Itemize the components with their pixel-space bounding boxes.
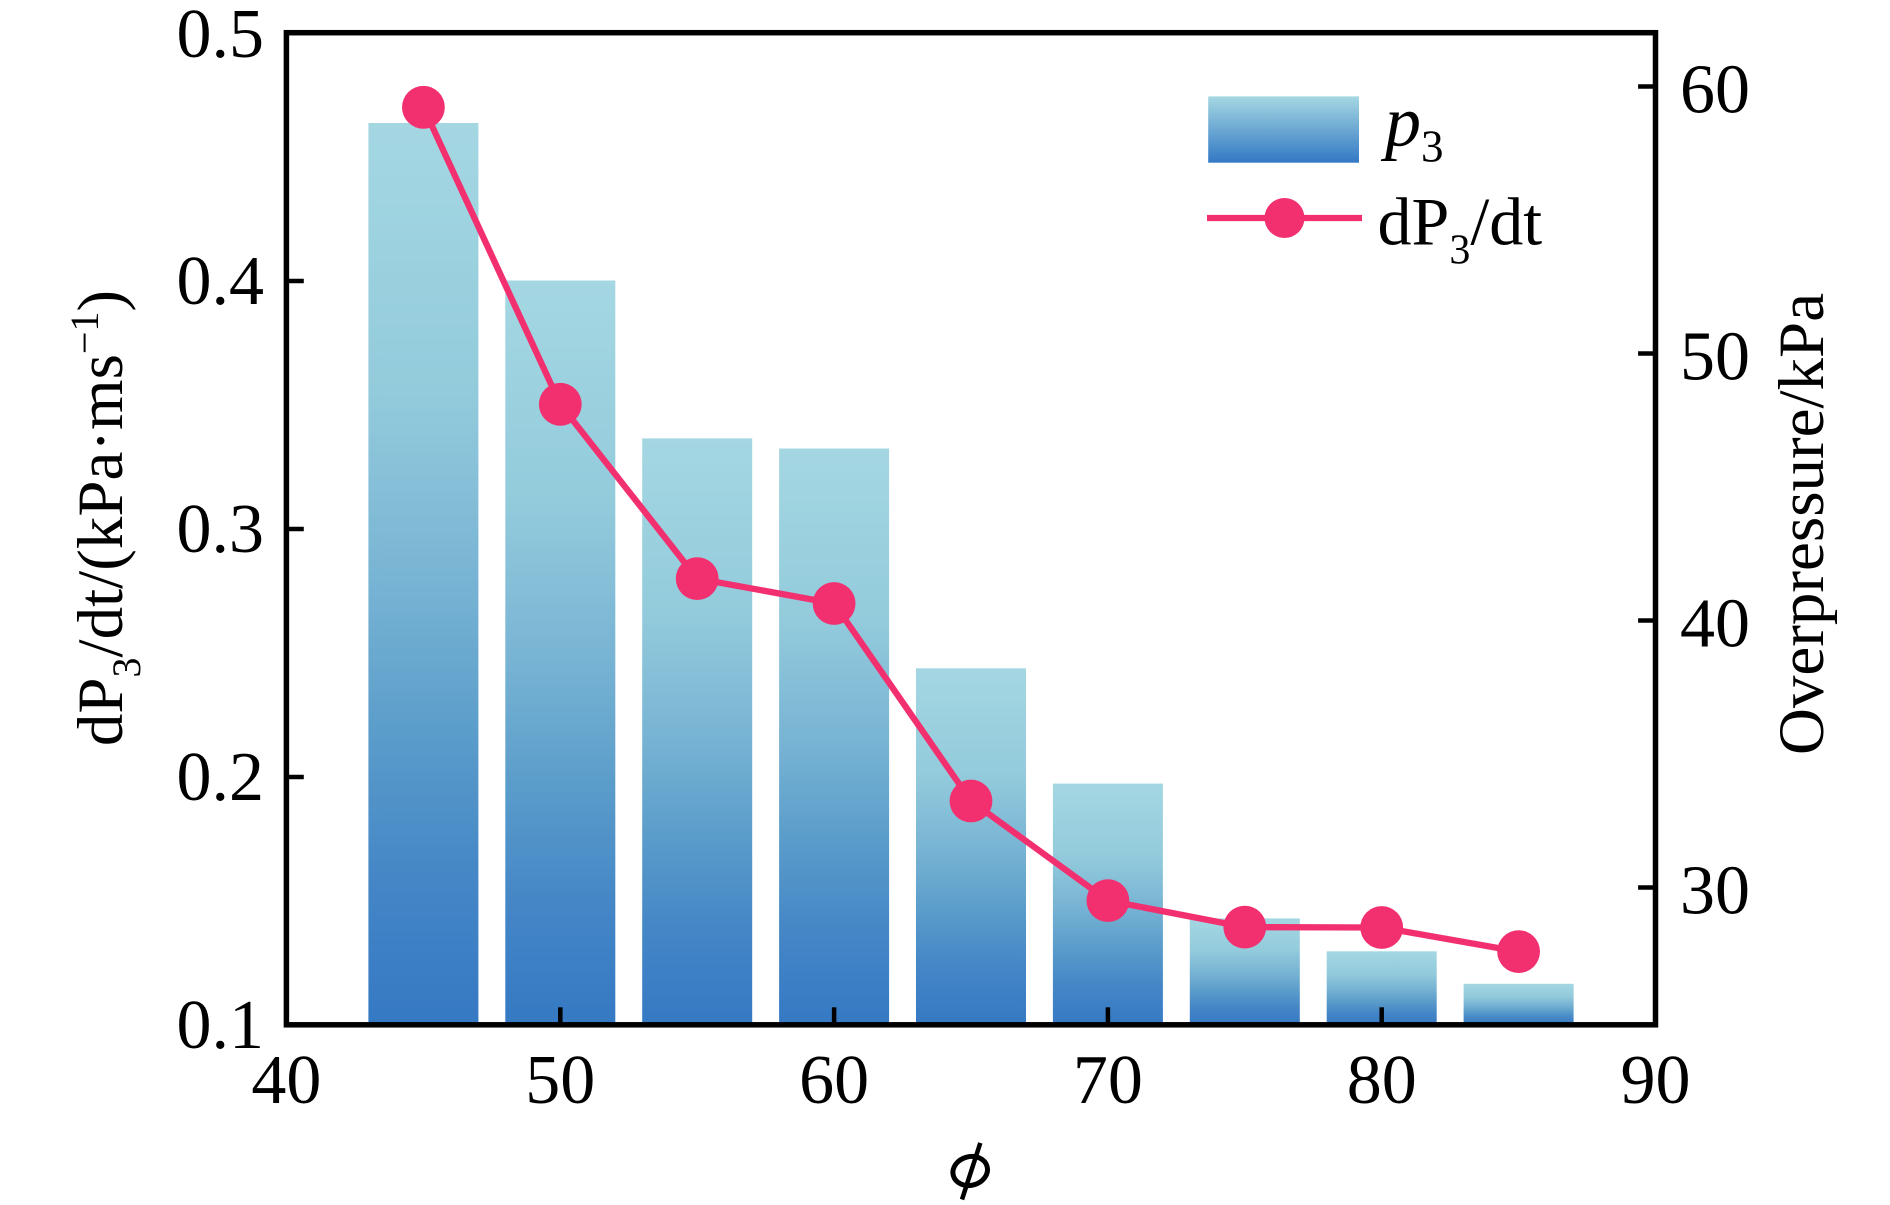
- svg-text:60: 60: [799, 1042, 869, 1119]
- svg-text:50: 50: [525, 1042, 595, 1119]
- svg-text:dP3/dt: dP3/dt: [1378, 184, 1543, 274]
- svg-text:40: 40: [1680, 586, 1750, 663]
- svg-text:30: 30: [1680, 853, 1750, 930]
- svg-text:0.2: 0.2: [177, 739, 265, 816]
- svg-text:0.5: 0.5: [177, 0, 265, 73]
- svg-text:0.3: 0.3: [177, 491, 265, 568]
- svg-text:0.1: 0.1: [177, 987, 265, 1064]
- svg-text:90: 90: [1621, 1042, 1691, 1119]
- svg-text:50: 50: [1680, 319, 1750, 396]
- svg-text:70: 70: [1073, 1042, 1143, 1119]
- svg-text:dP3/dt/(kPa·ms−1): dP3/dt/(kPa·ms−1): [62, 290, 149, 746]
- svg-text:40: 40: [251, 1042, 321, 1119]
- svg-text:Overpressure/kPa: Overpressure/kPa: [1766, 293, 1838, 755]
- svg-text:60: 60: [1680, 52, 1750, 129]
- svg-text:0.4: 0.4: [177, 243, 265, 320]
- svg-text:80: 80: [1347, 1042, 1417, 1119]
- svg-text:p3: p3: [1380, 82, 1444, 172]
